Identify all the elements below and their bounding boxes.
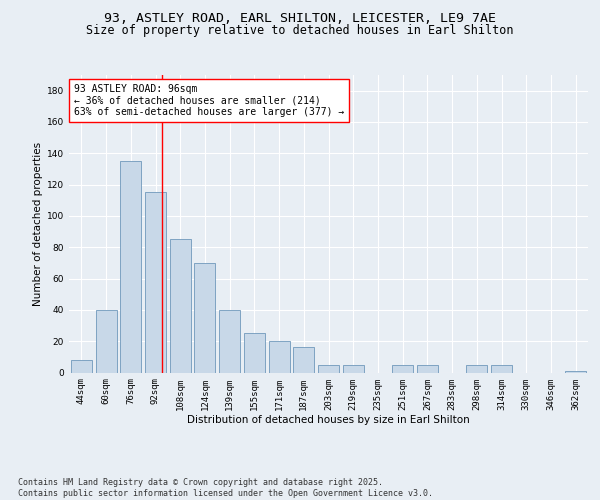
Text: Size of property relative to detached houses in Earl Shilton: Size of property relative to detached ho… bbox=[86, 24, 514, 37]
Bar bbox=[170, 240, 191, 372]
Y-axis label: Number of detached properties: Number of detached properties bbox=[33, 142, 43, 306]
Bar bbox=[244, 334, 265, 372]
Bar bbox=[466, 364, 487, 372]
Text: 93 ASTLEY ROAD: 96sqm
← 36% of detached houses are smaller (214)
63% of semi-det: 93 ASTLEY ROAD: 96sqm ← 36% of detached … bbox=[74, 84, 344, 117]
Bar bbox=[565, 371, 586, 372]
Bar bbox=[343, 364, 364, 372]
Bar bbox=[145, 192, 166, 372]
Bar bbox=[392, 364, 413, 372]
X-axis label: Distribution of detached houses by size in Earl Shilton: Distribution of detached houses by size … bbox=[187, 415, 470, 425]
Bar bbox=[95, 310, 116, 372]
Bar bbox=[491, 364, 512, 372]
Bar bbox=[194, 263, 215, 372]
Bar bbox=[269, 341, 290, 372]
Bar bbox=[120, 161, 141, 372]
Text: 93, ASTLEY ROAD, EARL SHILTON, LEICESTER, LE9 7AE: 93, ASTLEY ROAD, EARL SHILTON, LEICESTER… bbox=[104, 12, 496, 26]
Bar bbox=[219, 310, 240, 372]
Bar bbox=[417, 364, 438, 372]
Bar bbox=[318, 364, 339, 372]
Text: Contains HM Land Registry data © Crown copyright and database right 2025.
Contai: Contains HM Land Registry data © Crown c… bbox=[18, 478, 433, 498]
Bar bbox=[293, 348, 314, 372]
Bar bbox=[71, 360, 92, 372]
